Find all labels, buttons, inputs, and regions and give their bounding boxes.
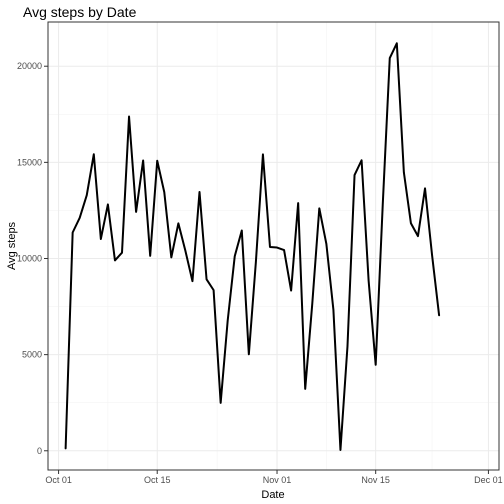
grid xyxy=(48,22,499,470)
series-layer xyxy=(64,42,441,451)
series-line xyxy=(64,42,441,451)
y-tick-label: 10000 xyxy=(17,253,42,263)
x-tick-label: Dec 01 xyxy=(474,475,503,485)
x-tick-label: Nov 01 xyxy=(263,475,292,485)
x-tick-label: Oct 15 xyxy=(144,475,171,485)
y-tick-label: 15000 xyxy=(17,157,42,167)
x-axis-label: Date xyxy=(261,489,284,501)
y-tick-label: 20000 xyxy=(17,61,42,71)
y-tick-label: 5000 xyxy=(22,350,42,360)
x-tick-label: Nov 15 xyxy=(361,475,390,485)
y-axis-label: Avg steps xyxy=(6,221,18,270)
panel-border xyxy=(47,21,500,471)
axis-ticks: Oct 01 Oct 15 Nov 01 Nov 15 Dec 01 0 5000 10000… xyxy=(17,61,503,485)
y-tick-label: 0 xyxy=(37,446,42,456)
chart-title: Avg steps by Date xyxy=(23,4,137,20)
x-tick-label: Oct 01 xyxy=(45,475,72,485)
